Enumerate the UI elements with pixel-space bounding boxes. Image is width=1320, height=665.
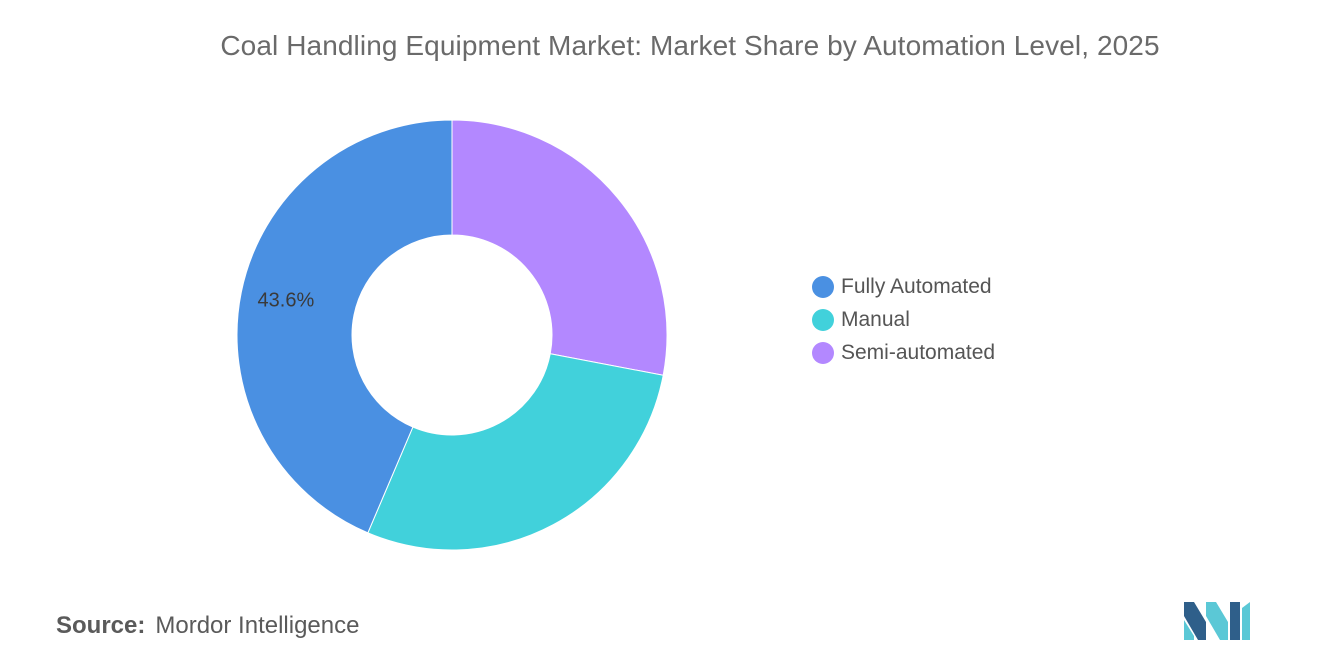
legend-swatch	[812, 275, 834, 298]
source-text: Mordor Intelligence	[155, 612, 360, 639]
logo-shape-left-accent	[1184, 620, 1194, 640]
slice-fully-automated[interactable]	[236, 119, 453, 534]
legend-swatch	[812, 341, 834, 364]
legend-item-semi-automated[interactable]: Semi-automated	[812, 336, 995, 369]
legend-item-fully-automated[interactable]: Fully Automated	[812, 270, 995, 303]
legend-item-manual[interactable]: Manual	[812, 303, 995, 336]
mordor-intelligence-logo-icon	[1184, 602, 1250, 640]
legend-swatch	[812, 308, 834, 331]
chart-legend: Fully Automated Manual Semi-automated	[812, 270, 995, 369]
legend-label: Manual	[841, 307, 910, 331]
legend-label: Semi-automated	[841, 340, 996, 364]
logo-shape-right	[1230, 602, 1240, 640]
logo-shape-left	[1184, 602, 1206, 640]
slice-semi-automated[interactable]	[451, 119, 668, 376]
logo-shape-middle	[1206, 602, 1228, 640]
source-note: Source: Mordor Intelligence	[56, 612, 359, 640]
logo-shape-right-accent	[1242, 602, 1250, 640]
slice-manual[interactable]	[367, 353, 664, 551]
data-label-fully-automated: 43.6%	[258, 289, 315, 311]
source-label: Source:	[56, 612, 146, 639]
legend-label: Fully Automated	[841, 274, 992, 298]
chart-title: Coal Handling Equipment Market: Market S…	[220, 30, 1160, 61]
